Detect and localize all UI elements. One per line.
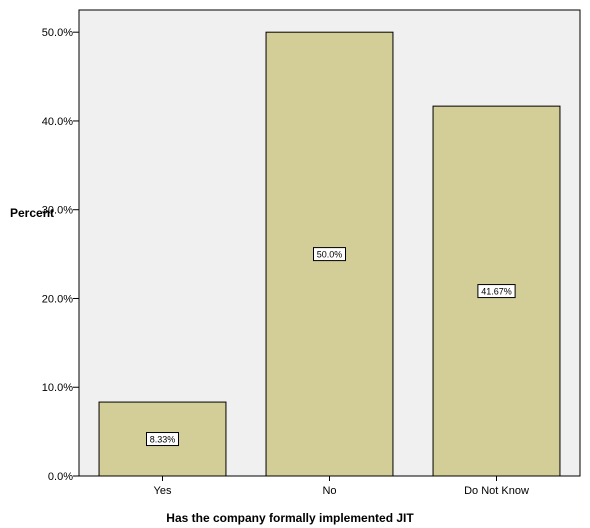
- data-label: 8.33%: [150, 435, 176, 445]
- y-axis-title: Percent: [10, 206, 54, 220]
- data-label-box: [313, 247, 346, 262]
- x-tick-label: Yes: [154, 485, 172, 497]
- y-tick-label: 50.0%: [42, 27, 73, 39]
- x-axis-ticks: Yes No Do Not Know: [154, 476, 529, 497]
- y-axis-ticks: 0.0% 10.0% 20.0% 30.0% 40.0% 50.0%: [42, 27, 79, 483]
- x-tick-label: Do Not Know: [464, 485, 529, 497]
- y-tick-label: 0.0%: [48, 471, 73, 483]
- y-tick-label: 30.0%: [42, 205, 73, 217]
- data-label-box: [146, 432, 179, 447]
- data-label-box: [477, 284, 516, 299]
- data-label: 50.0%: [317, 250, 343, 260]
- x-tick-label: No: [322, 485, 336, 497]
- y-tick-label: 20.0%: [42, 293, 73, 305]
- y-tick-label: 40.0%: [42, 116, 73, 128]
- x-axis-title: Has the company formally implemented JIT: [166, 511, 414, 525]
- bars: 8.33% 50.0% 41.67%: [98, 31, 561, 477]
- data-label: 41.67%: [481, 287, 512, 297]
- y-tick-label: 10.0%: [42, 382, 73, 394]
